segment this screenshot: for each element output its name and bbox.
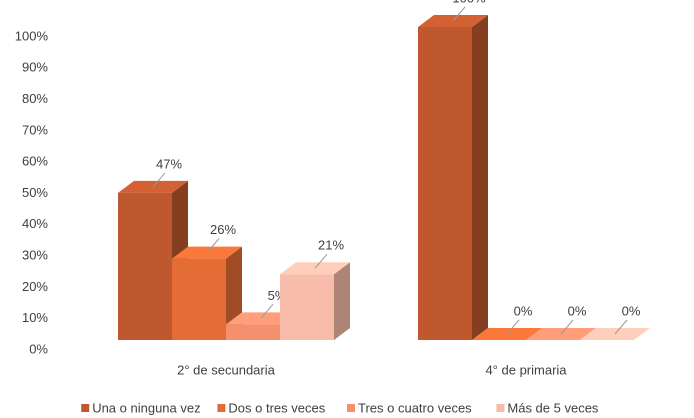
value-label: 21% [318,238,344,253]
value-label: 0% [622,303,641,318]
legend-swatch [347,404,355,412]
value-label: 100% [452,0,486,5]
x-tick-label: 2° de secundaria [177,362,275,377]
value-label: 0% [514,303,533,318]
x-tick-label: 4° de primaria [485,362,567,377]
value-label: 47% [156,156,182,171]
leader-line [314,253,328,269]
y-tick-label: 50% [22,185,48,200]
legend-label: Dos o tres veces [228,400,325,415]
bar [418,15,488,340]
y-tick-label: 100% [15,28,49,43]
leader-line [260,304,274,319]
leader-line [506,319,520,335]
y-tick-label: 40% [22,216,48,231]
legend-label: Una o ninguna vez [92,400,200,415]
y-tick-label: 70% [22,122,48,137]
legend-label: Más de 5 veces [507,400,599,415]
legend-swatch [496,404,505,412]
bar-face [280,274,334,340]
bar-face [226,324,280,340]
y-tick-label: 30% [22,248,48,263]
y-tick-label: 0% [29,341,48,356]
bar-face [472,15,488,340]
bar [280,262,350,340]
y-tick-label: 80% [22,91,48,106]
bar-face [172,258,226,340]
bar-face [118,192,172,340]
leader-line [614,319,628,335]
bar-face [334,262,350,340]
legend-swatch [217,404,226,412]
leader-line [452,6,466,22]
y-tick-label: 20% [22,279,48,294]
y-tick-label: 60% [22,154,48,169]
y-tick-label: 90% [22,60,48,75]
bar [172,246,242,340]
bar-face [418,27,472,340]
leader-line [152,172,166,188]
value-label: 0% [568,303,587,318]
leader-line [560,319,574,335]
y-tick-label: 10% [22,310,48,325]
leader-line [206,238,220,253]
legend-label: Tres o cuatro veces [358,400,472,415]
legend-swatch [81,404,90,412]
value-label: 26% [210,222,236,237]
